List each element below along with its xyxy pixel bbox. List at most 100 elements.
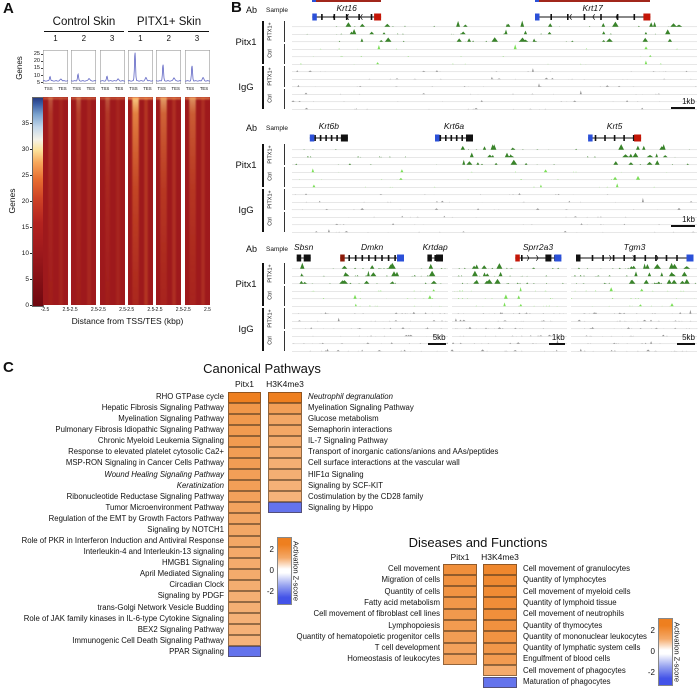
genome-tracks	[291, 144, 697, 233]
track-signal	[314, 229, 695, 233]
gene-name-label: Dmkn	[361, 242, 384, 252]
track-signal	[294, 193, 609, 195]
track-signal	[475, 302, 558, 307]
heatmap-tss-streak	[104, 97, 110, 305]
canonical-colorbar-tick: 2	[269, 545, 274, 555]
canonical-pitx1-row-label: Interleukin-4 and Interleukin-13 signali…	[83, 547, 224, 557]
canonical-pitx1-row-cell	[228, 524, 261, 536]
gene-exon	[336, 135, 338, 141]
canonical-pitx1-row-label: Role of JAK family kinases in IL-6-type …	[23, 613, 224, 623]
colorbar-tick-label: 10	[21, 249, 29, 257]
profile-curve	[99, 75, 125, 82]
track-signal	[577, 262, 690, 269]
sample-number: 3	[109, 34, 115, 43]
diseases-col-header-pitx1: Pitx1	[450, 552, 470, 562]
gene-exon	[358, 14, 360, 20]
canonical-h3k4me3-row-cell	[268, 502, 302, 514]
profile-xtick-tes: TES	[171, 85, 180, 91]
track-signal	[297, 83, 697, 87]
gene-utr-right	[340, 134, 348, 142]
colorbar-tick-mark	[29, 226, 32, 228]
track-signal	[338, 37, 673, 42]
profile-plot	[71, 50, 97, 85]
heatmap-tss-streak	[160, 97, 167, 305]
profile-plot	[127, 50, 154, 85]
diseases-pitx1-row-label: Migration of cells	[381, 575, 441, 585]
diseases-h3k4me3-row-cell	[483, 676, 517, 688]
heatmap-column	[71, 97, 97, 305]
track-signal	[458, 263, 559, 269]
diseases-h3k4me3-row-cell	[483, 597, 517, 609]
canonical-pitx1-row-label: Signaling by NOTCH1	[147, 524, 224, 534]
scale-bar-label: 5kb	[682, 333, 695, 342]
gene-utr-left	[575, 254, 581, 262]
gene-exon	[675, 255, 678, 261]
track-signal	[322, 294, 434, 299]
gene-exon	[604, 135, 606, 141]
gene-name-label: Krt6b	[318, 121, 339, 131]
track-signal	[312, 334, 439, 337]
scale-bar-label: 5kb	[432, 333, 446, 342]
gene-topbar	[535, 0, 651, 3]
profile-plot-frame	[127, 50, 153, 85]
genome-tracks	[570, 262, 698, 352]
track-signal	[461, 278, 564, 284]
gene-exon	[319, 135, 322, 141]
track-signal	[297, 311, 446, 314]
track-signal	[450, 349, 558, 352]
diseases-h3k4me3-row-cell	[483, 653, 517, 666]
track-signal	[583, 327, 698, 329]
antibody-group-bar	[262, 308, 264, 351]
colorbar-tick-label: 25	[21, 171, 29, 179]
genome-tracks	[292, 262, 449, 352]
diseases-h3k4me3-row-label: Quantity of lymphocytes	[523, 575, 607, 585]
diseases-h3k4me3-row-label: Quantity of thymocytes	[523, 620, 603, 630]
gene-utr-right	[466, 134, 473, 142]
canonical-pitx1-row-label: Response to elevated platelet cytosolic …	[68, 447, 224, 457]
profile-ytick-label: 5	[36, 79, 40, 86]
gene-exon	[455, 135, 458, 141]
heatmap-xtick-left: -2.5	[40, 306, 50, 313]
antibody-group-bar	[262, 21, 264, 64]
profile-plot-frame	[99, 50, 125, 85]
diseases-pitx1-row-cell	[443, 586, 477, 598]
gene-exon	[594, 135, 597, 141]
diseases-pitx1-row-label: T cell development	[374, 643, 440, 653]
profile-plot	[99, 50, 125, 85]
diseases-pitx1-row-label: Lymphopoiesis	[388, 620, 440, 630]
track-signal	[303, 144, 690, 150]
canonical-pitx1-row-label: Circadian Clock	[169, 580, 224, 590]
gene-exon	[612, 255, 615, 261]
track-signal	[305, 327, 442, 329]
gene-utr-right	[643, 13, 651, 21]
diseases-h3k4me3-row-label: Cell movement of granulocytes	[523, 564, 631, 573]
canonical-pitx1-row-label: BEX2 Signaling Pathway	[137, 624, 224, 634]
profile-xtick-tes: TES	[114, 85, 124, 91]
sample-column-header: Sample	[266, 7, 289, 14]
genome-tracks	[291, 20, 697, 110]
gene-exon	[633, 14, 636, 20]
track-signal	[309, 348, 438, 352]
profile-curve	[156, 64, 182, 82]
gene-exon	[314, 135, 316, 141]
heatmap-column	[156, 97, 182, 305]
gene-exon	[354, 255, 357, 261]
ab-column-header: Ab	[246, 123, 258, 133]
canonical-h3k4me3-row-label: Myelination Signaling Pathway	[308, 403, 414, 413]
canonical-pitx1-row-cell	[228, 646, 261, 658]
diseases-h3k4me3-row-cell	[483, 608, 517, 620]
canonical-pitx1-row-cell	[228, 535, 261, 547]
heatmap-column	[127, 97, 153, 305]
canonical-pitx1-row-cell	[228, 568, 261, 580]
profile-ytick-mark	[41, 75, 43, 76]
profile-plot	[156, 50, 182, 85]
gene-exon	[445, 135, 447, 141]
gene-exon	[361, 255, 364, 261]
canonical-h3k4me3-row-cell	[268, 457, 302, 470]
diseases-h3k4me3-row-label: Quantity of lymphatic system cells	[523, 643, 641, 653]
canonical-h3k4me3-row-cell	[268, 446, 302, 458]
track-signal	[304, 90, 682, 95]
ab-column-header: Ab	[246, 244, 258, 254]
heatmap-top-strip	[156, 97, 182, 100]
heatmap-xtick-right: 2.5	[90, 306, 98, 313]
